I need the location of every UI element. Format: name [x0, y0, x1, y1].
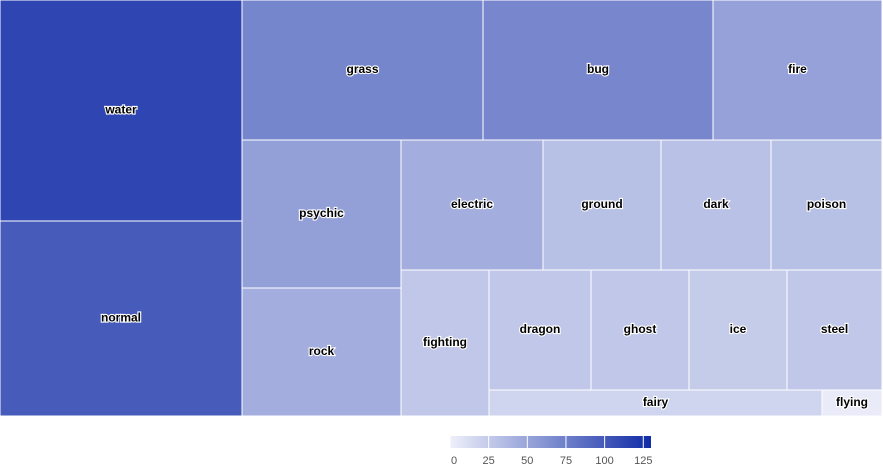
treemap-label-grass: grass — [346, 62, 378, 76]
treemap-label-normal: normal — [101, 311, 141, 325]
color-legend: 0 25 50 75 100 125 — [449, 436, 652, 467]
treemap-label-steel: steel — [821, 322, 848, 336]
treemap-label-bug: bug — [587, 62, 609, 76]
treemap-label-psychic: psychic — [299, 206, 344, 220]
treemap-label-dragon: dragon — [520, 322, 561, 336]
treemap-cell-flying[interactable]: flying — [821, 389, 883, 417]
color-legend-bar — [450, 436, 651, 448]
treemap-label-electric: electric — [451, 197, 493, 211]
treemap-rect-ground[interactable] — [542, 139, 662, 271]
treemap-label-dark: dark — [703, 197, 729, 211]
treemap-cell-fairy[interactable]: fairy — [488, 389, 823, 417]
treemap-rect-dragon[interactable] — [488, 269, 592, 391]
treemap-label-ground: ground — [581, 197, 622, 211]
treemap-rect-flying[interactable] — [821, 389, 883, 417]
treemap-rect-fairy[interactable] — [488, 389, 823, 417]
treemap-rect-ghost[interactable] — [590, 269, 690, 391]
treemap-label-fire: fire — [788, 62, 807, 76]
treemap-cell-psychic[interactable]: psychic — [241, 139, 402, 289]
treemap-rect-steel[interactable] — [786, 269, 883, 391]
color-legend-tick-label: 100 — [595, 455, 613, 467]
treemap-cell-rock[interactable]: rock — [241, 287, 402, 417]
treemap-cell-electric[interactable]: electric — [400, 139, 544, 271]
treemap-rect-dark[interactable] — [660, 139, 772, 271]
color-legend-tick-label: 25 — [483, 455, 495, 467]
treemap-rect-normal[interactable] — [0, 220, 243, 417]
color-legend-tick-label: 0 — [451, 455, 457, 467]
treemap-rect-fire[interactable] — [712, 0, 883, 141]
treemap-rect-rock[interactable] — [241, 287, 402, 417]
treemap-cell-dragon[interactable]: dragon — [488, 269, 592, 391]
color-legend-tick-label: 50 — [521, 455, 533, 467]
treemap-cell-dark[interactable]: dark — [660, 139, 772, 271]
treemap-cell-ground[interactable]: ground — [542, 139, 662, 271]
treemap-cell-fighting[interactable]: fighting — [400, 269, 490, 417]
treemap-rect-fighting[interactable] — [400, 269, 490, 417]
treemap-label-ice: ice — [730, 322, 747, 336]
treemap-label-poison: poison — [807, 197, 846, 211]
treemap-cell-ghost[interactable]: ghost — [590, 269, 690, 391]
treemap-rect-ice[interactable] — [688, 269, 788, 391]
treemap-cell-fire[interactable]: fire — [712, 0, 883, 141]
treemap-cell-grass[interactable]: grass — [241, 0, 484, 141]
color-legend-tick-label: 75 — [560, 455, 572, 467]
treemap-label-flying: flying — [836, 395, 868, 409]
treemap-cells: water normal grass bug fire psychic rock electr… — [0, 0, 883, 417]
treemap-rect-poison[interactable] — [770, 139, 883, 271]
treemap-rect-psychic[interactable] — [241, 139, 402, 289]
treemap-cell-steel[interactable]: steel — [786, 269, 883, 391]
treemap-label-fighting: fighting — [423, 335, 467, 349]
treemap-cell-water[interactable]: water — [0, 0, 243, 222]
treemap-rect-bug[interactable] — [482, 0, 714, 141]
treemap-rect-water[interactable] — [0, 0, 243, 222]
treemap-cell-normal[interactable]: normal — [0, 220, 243, 417]
treemap-label-fairy: fairy — [643, 395, 669, 409]
treemap-cell-poison[interactable]: poison — [770, 139, 883, 271]
treemap-cell-ice[interactable]: ice — [688, 269, 788, 391]
treemap-cell-bug[interactable]: bug — [482, 0, 714, 141]
color-legend-tick-label: 125 — [634, 455, 652, 467]
treemap-rect-electric[interactable] — [400, 139, 544, 271]
treemap-label-rock: rock — [309, 344, 335, 358]
treemap-label-ghost: ghost — [624, 322, 657, 336]
treemap-label-water: water — [104, 103, 137, 117]
